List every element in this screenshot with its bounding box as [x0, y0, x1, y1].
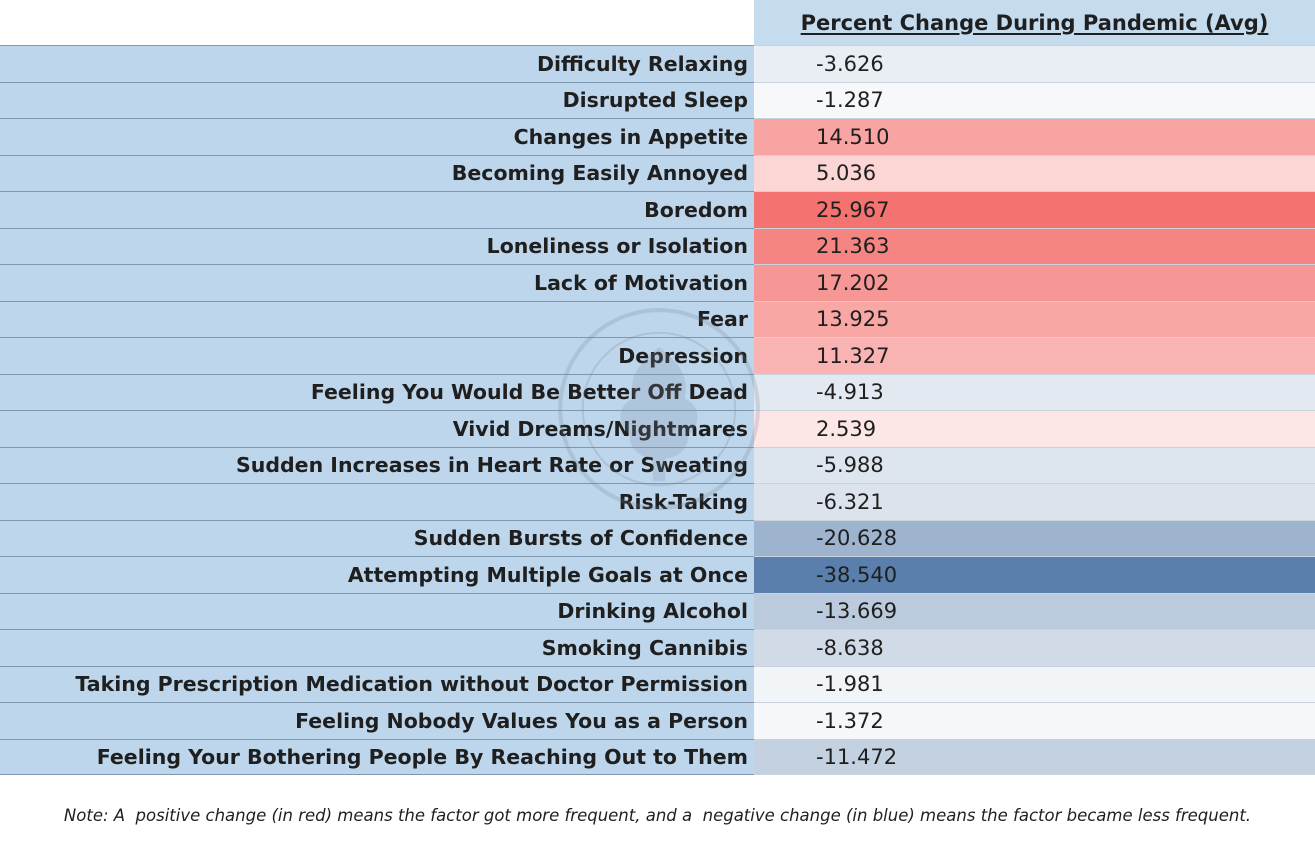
row-label: Vivid Dreams/Nightmares: [0, 410, 754, 447]
row-value: -6.321: [754, 483, 1315, 520]
row-label: Risk-Taking: [0, 483, 754, 520]
row-label: Sudden Increases in Heart Rate or Sweati…: [0, 446, 754, 483]
row-value: -38.540: [754, 556, 1315, 593]
row-label: Attempting Multiple Goals at Once: [0, 556, 754, 593]
row-label: Lack of Motivation: [0, 264, 754, 301]
row-value: 17.202: [754, 264, 1315, 301]
table-row: Changes in Appetite 14.510: [0, 118, 1315, 155]
row-label: Depression: [0, 337, 754, 374]
table-row: Loneliness or Isolation 21.363: [0, 227, 1315, 264]
row-value: -13.669: [754, 592, 1315, 629]
row-label: Becoming Easily Annoyed: [0, 154, 754, 191]
row-value: 14.510: [754, 118, 1315, 155]
row-label: Boredom: [0, 191, 754, 228]
row-label: Feeling You Would Be Better Off Dead: [0, 373, 754, 410]
table-header-row: Percent Change During Pandemic (Avg): [0, 0, 1315, 45]
row-value: 13.925: [754, 300, 1315, 337]
row-label: Taking Prescription Medication without D…: [0, 665, 754, 702]
table-row: Taking Prescription Medication without D…: [0, 665, 1315, 702]
table-row: Boredom 25.967: [0, 191, 1315, 228]
row-label: Disrupted Sleep: [0, 81, 754, 118]
row-value: 11.327: [754, 337, 1315, 374]
row-value: -4.913: [754, 373, 1315, 410]
row-value: -1.287: [754, 81, 1315, 118]
row-label: Drinking Alcohol: [0, 592, 754, 629]
row-label: Sudden Bursts of Confidence: [0, 519, 754, 556]
table-row: Depression 11.327: [0, 337, 1315, 374]
row-label: Feeling Your Bothering People By Reachin…: [0, 738, 754, 775]
row-label: Feeling Nobody Values You as a Person: [0, 702, 754, 739]
table-row: Becoming Easily Annoyed 5.036: [0, 154, 1315, 191]
row-label: Changes in Appetite: [0, 118, 754, 155]
row-value: 5.036: [754, 154, 1315, 191]
table-row: Smoking Cannibis -8.638: [0, 629, 1315, 666]
table-row: Difficulty Relaxing -3.626: [0, 45, 1315, 82]
row-value: -8.638: [754, 629, 1315, 666]
table-row: Feeling Nobody Values You as a Person -1.…: [0, 702, 1315, 739]
row-value: 21.363: [754, 227, 1315, 264]
table-row: Attempting Multiple Goals at Once -38.540: [0, 556, 1315, 593]
row-label: Difficulty Relaxing: [0, 45, 754, 82]
table-row: Fear 13.925: [0, 300, 1315, 337]
row-value: -3.626: [754, 45, 1315, 82]
row-label: Smoking Cannibis: [0, 629, 754, 666]
row-value: -1.372: [754, 702, 1315, 739]
table-row: Sudden Increases in Heart Rate or Sweati…: [0, 446, 1315, 483]
column-header: Percent Change During Pandemic (Avg): [754, 0, 1315, 45]
row-label: Fear: [0, 300, 754, 337]
row-value: -20.628: [754, 519, 1315, 556]
table-row: Disrupted Sleep -1.287: [0, 81, 1315, 118]
row-value: -5.988: [754, 446, 1315, 483]
header-blank-cell: [0, 0, 754, 45]
table-row: Risk-Taking -6.321: [0, 483, 1315, 520]
footnote: Note: A positive change (in red) means t…: [63, 805, 1252, 825]
row-value: -11.472: [754, 738, 1315, 775]
data-table: Percent Change During Pandemic (Avg) Dif…: [0, 0, 1315, 775]
row-value: 25.967: [754, 191, 1315, 228]
table-row: Feeling Your Bothering People By Reachin…: [0, 738, 1315, 775]
table-row: Lack of Motivation 17.202: [0, 264, 1315, 301]
table-row: Vivid Dreams/Nightmares 2.539: [0, 410, 1315, 447]
row-value: -1.981: [754, 665, 1315, 702]
table-row: Sudden Bursts of Confidence -20.628: [0, 519, 1315, 556]
row-label: Loneliness or Isolation: [0, 227, 754, 264]
table-body: Difficulty Relaxing -3.626 Disrupted Sleep…: [0, 45, 1315, 775]
table-row: Feeling You Would Be Better Off Dead -4.9…: [0, 373, 1315, 410]
table-row: Drinking Alcohol -13.669: [0, 592, 1315, 629]
row-value: 2.539: [754, 410, 1315, 447]
